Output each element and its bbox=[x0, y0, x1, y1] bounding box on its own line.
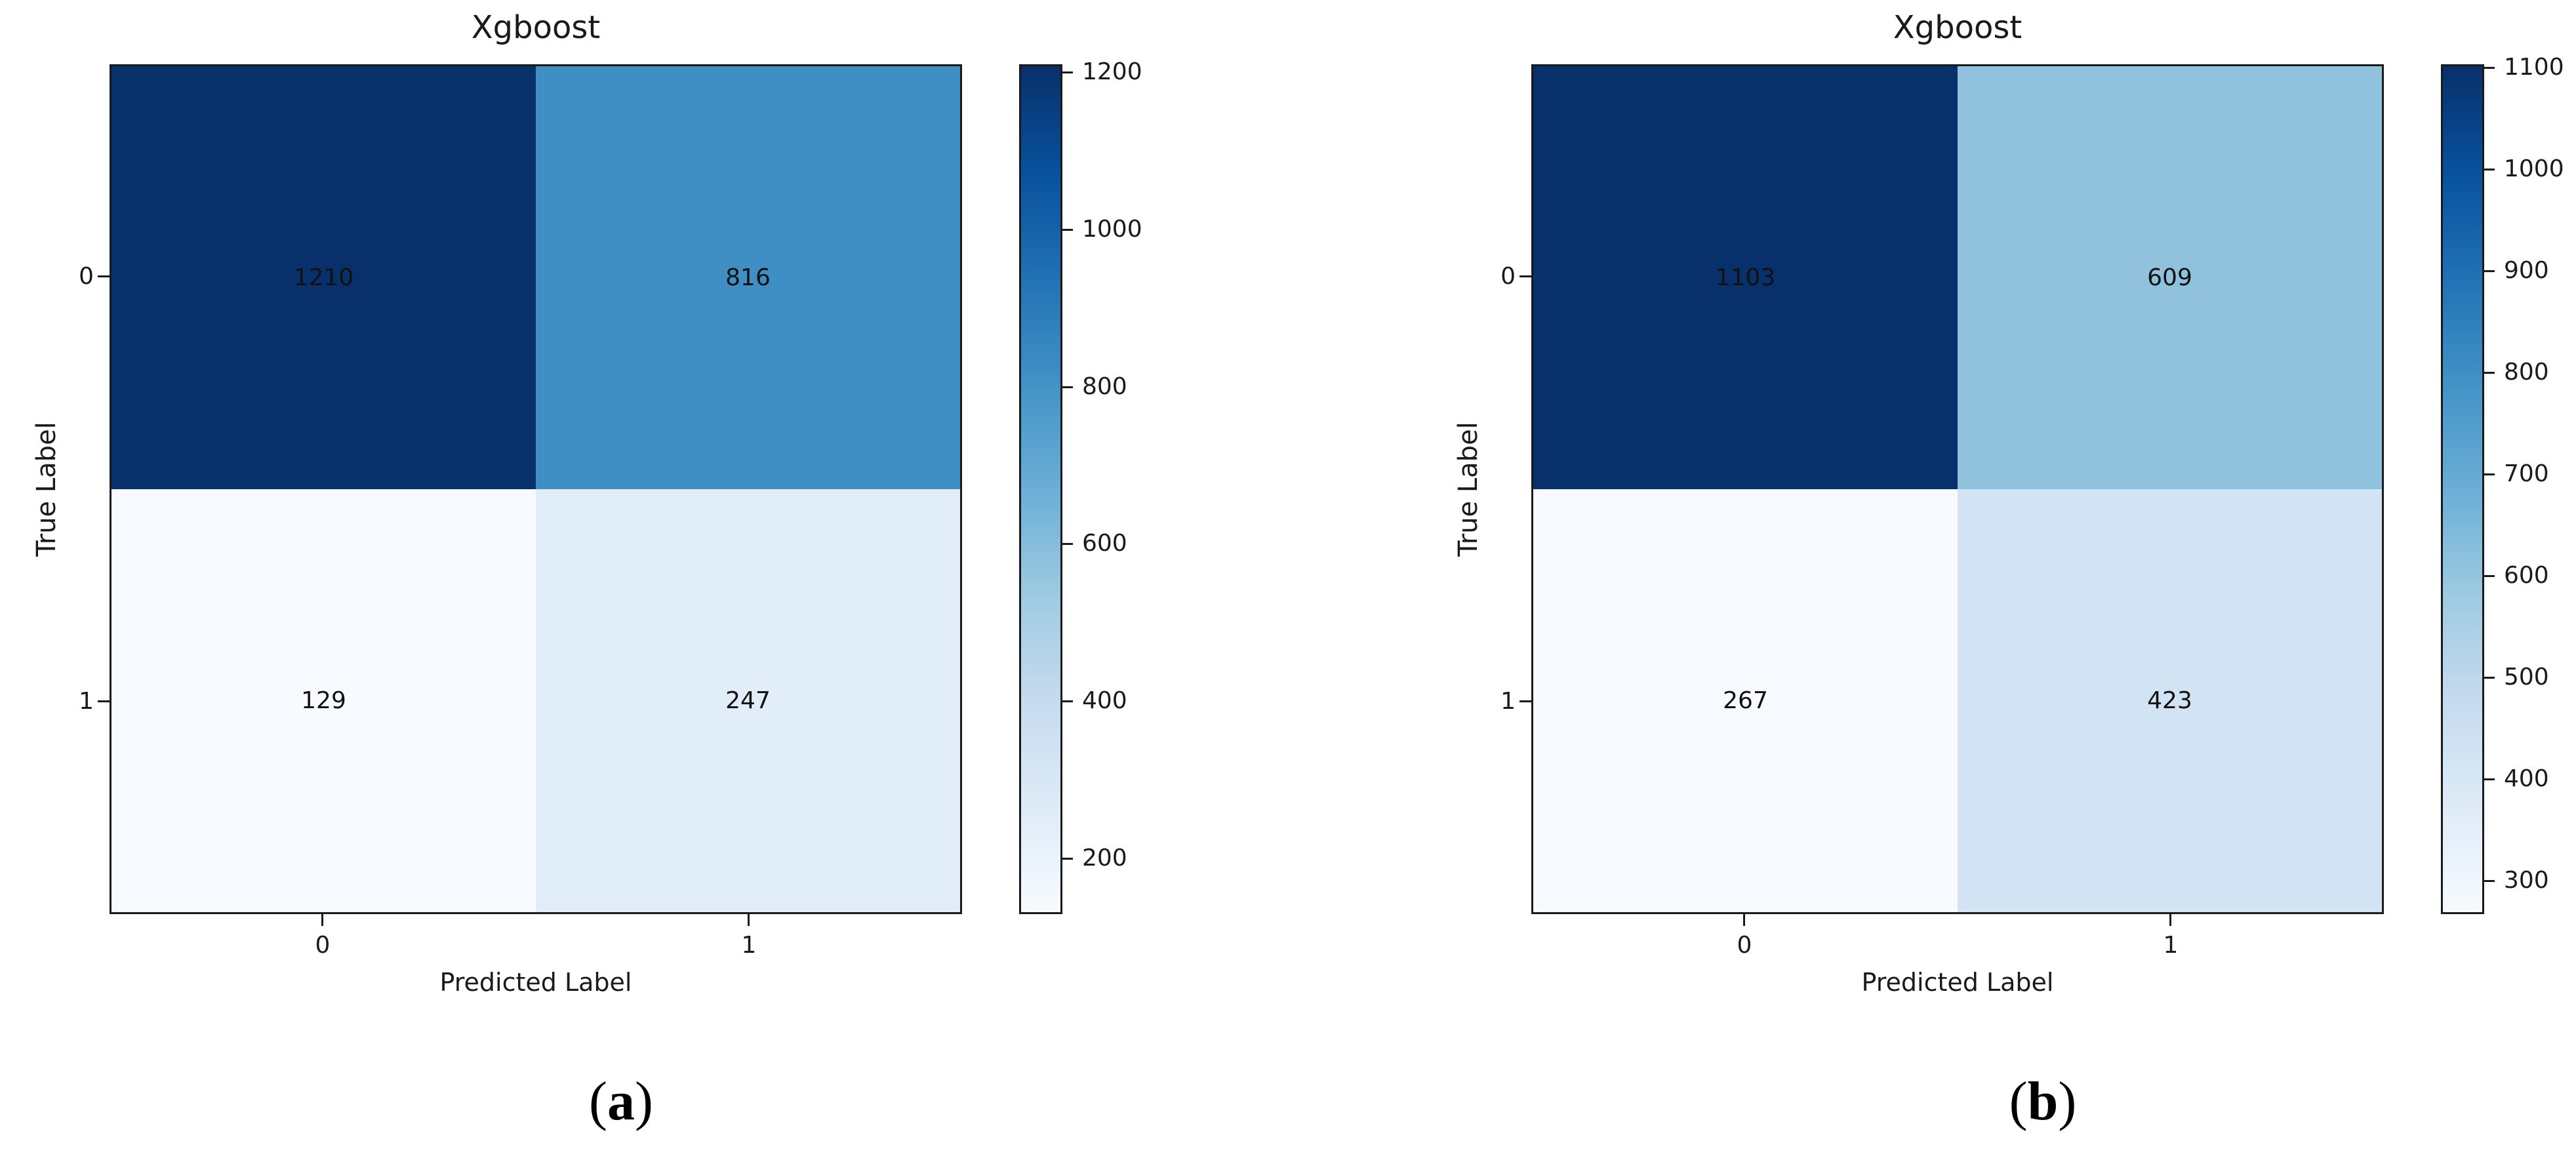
colorbar-tick-mark bbox=[1062, 386, 1073, 388]
heatmap-cell-r1c0: 267 bbox=[1533, 489, 1958, 912]
colorbar-tick-label: 800 bbox=[2504, 358, 2549, 386]
colorbar-tick-mark bbox=[2484, 574, 2495, 577]
colorbar-tick-mark bbox=[2484, 879, 2495, 882]
x-axis-label: Predicted Label bbox=[439, 968, 632, 997]
y-tick-label-1: 1 bbox=[1500, 688, 1516, 715]
caption-open-paren: ( bbox=[589, 1071, 607, 1132]
cell-value: 423 bbox=[2147, 687, 2192, 714]
y-axis-label: True Label bbox=[31, 422, 62, 557]
x-tick-label-1: 1 bbox=[2163, 932, 2179, 959]
colorbar-tick-mark bbox=[2484, 66, 2495, 69]
colorbar bbox=[1019, 64, 1062, 914]
x-tick-mark bbox=[748, 914, 750, 926]
colorbar-tick-label: 1000 bbox=[2504, 155, 2564, 182]
y-tick-mark bbox=[1519, 700, 1531, 702]
colorbar-tick-label: 500 bbox=[2504, 663, 2549, 691]
cell-value: 1210 bbox=[293, 264, 354, 291]
heatmap-cell-r1c1: 423 bbox=[1958, 489, 2382, 912]
colorbar-tick-label: 1200 bbox=[1082, 58, 1142, 85]
colorbar-tick-label: 1000 bbox=[1082, 215, 1142, 243]
caption-letter: b bbox=[2027, 1071, 2059, 1132]
y-tick-mark bbox=[1519, 275, 1531, 277]
y-tick-label-1: 1 bbox=[79, 688, 94, 715]
colorbar-tick-label: 800 bbox=[1082, 372, 1127, 400]
y-axis-label: True Label bbox=[1453, 422, 1483, 557]
figure-caption: (b) bbox=[1531, 1069, 2554, 1134]
x-tick-label-0: 0 bbox=[1737, 932, 1752, 959]
chart-title: Xgboost bbox=[1893, 9, 2023, 46]
colorbar-tick-label: 200 bbox=[1082, 844, 1127, 872]
heatmap-axes: 1103 609 267 423 bbox=[1531, 64, 2384, 914]
colorbar-tick-label: 1100 bbox=[2504, 53, 2564, 81]
x-tick-mark bbox=[2169, 914, 2171, 926]
x-tick-mark bbox=[321, 914, 323, 926]
x-tick-label-1: 1 bbox=[741, 932, 757, 959]
cell-value: 816 bbox=[725, 264, 771, 291]
cell-value: 129 bbox=[301, 687, 346, 714]
heatmap-axes: 1210 816 129 247 bbox=[110, 64, 962, 914]
heatmap-cell-r0c0: 1210 bbox=[111, 66, 536, 489]
colorbar-tick-mark bbox=[2484, 168, 2495, 170]
colorbar-tick-mark bbox=[1062, 71, 1073, 73]
colorbar-tick-label: 300 bbox=[2504, 866, 2549, 894]
colorbar-tick-label: 400 bbox=[2504, 765, 2549, 792]
cell-value: 609 bbox=[2147, 264, 2192, 291]
cell-value: 1103 bbox=[1715, 264, 1776, 291]
colorbar-tick-mark bbox=[2484, 473, 2495, 475]
colorbar-tick-mark bbox=[2484, 676, 2495, 679]
colorbar-tick-label: 900 bbox=[2504, 256, 2549, 284]
heatmap-cell-r0c1: 609 bbox=[1958, 66, 2382, 489]
heatmap-cell-r1c0: 129 bbox=[111, 489, 536, 912]
confusion-matrix-figure-a: Xgboost True Label 0 1 1210 816 129 247 0 1… bbox=[31, 9, 1142, 1134]
colorbar-tick-mark bbox=[1062, 228, 1073, 231]
caption-close-paren: ) bbox=[2058, 1071, 2077, 1132]
y-tick-mark bbox=[98, 700, 110, 702]
colorbar-tick-mark bbox=[1062, 543, 1073, 546]
colorbar-tick-mark bbox=[1062, 700, 1073, 703]
colorbar-tick-mark bbox=[2484, 371, 2495, 374]
chart-title: Xgboost bbox=[471, 9, 601, 46]
confusion-matrix-figure-b: Xgboost True Label 0 1 1103 609 267 423 0 1… bbox=[1422, 0, 2576, 1162]
y-tick-label-0: 0 bbox=[79, 263, 94, 290]
caption-close-paren: ) bbox=[635, 1071, 653, 1132]
x-tick-mark bbox=[1743, 914, 1745, 926]
caption-open-paren: ( bbox=[2009, 1071, 2028, 1132]
heatmap-cell-r0c1: 816 bbox=[536, 66, 960, 489]
caption-letter: a bbox=[607, 1071, 635, 1132]
heatmap-cell-r0c0: 1103 bbox=[1533, 66, 1958, 489]
figure-caption: (a) bbox=[110, 1069, 1133, 1134]
cell-value: 247 bbox=[725, 687, 771, 714]
y-tick-label-0: 0 bbox=[1500, 263, 1516, 290]
colorbar-tick-label: 700 bbox=[2504, 460, 2549, 487]
colorbar-tick-label: 400 bbox=[1082, 687, 1127, 715]
colorbar-tick-mark bbox=[2484, 778, 2495, 780]
colorbar-tick-mark bbox=[2484, 270, 2495, 272]
heatmap-grid: 1103 609 267 423 bbox=[1533, 66, 2382, 912]
cell-value: 267 bbox=[1723, 687, 1768, 714]
x-tick-label-0: 0 bbox=[315, 932, 331, 959]
y-tick-mark bbox=[98, 275, 110, 277]
colorbar-gradient bbox=[2443, 66, 2482, 912]
colorbar-gradient bbox=[1021, 66, 1060, 912]
colorbar-tick-label: 600 bbox=[1082, 530, 1127, 557]
heatmap-grid: 1210 816 129 247 bbox=[111, 66, 960, 912]
heatmap-cell-r1c1: 247 bbox=[536, 489, 960, 912]
colorbar-tick-mark bbox=[1062, 857, 1073, 860]
colorbar-tick-label: 600 bbox=[2504, 561, 2549, 589]
x-axis-label: Predicted Label bbox=[1861, 968, 2054, 997]
colorbar bbox=[2441, 64, 2484, 914]
